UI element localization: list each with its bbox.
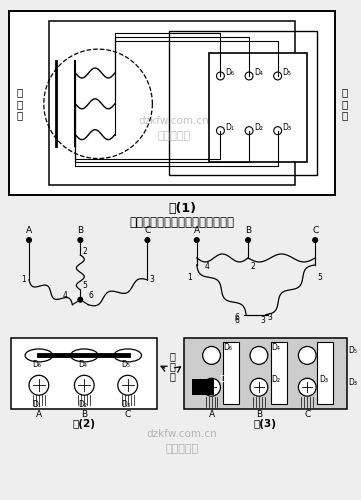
Circle shape xyxy=(145,238,150,242)
Text: B: B xyxy=(81,410,87,419)
Text: 图(1): 图(1) xyxy=(168,202,196,214)
Circle shape xyxy=(274,126,282,134)
Text: 3: 3 xyxy=(261,316,266,324)
Text: A: A xyxy=(194,226,200,235)
Text: D₅: D₅ xyxy=(349,346,358,356)
Text: A: A xyxy=(36,410,42,419)
Text: D₆: D₆ xyxy=(225,68,234,78)
Circle shape xyxy=(250,378,268,396)
Text: 3: 3 xyxy=(268,312,273,322)
Bar xyxy=(184,338,347,409)
Ellipse shape xyxy=(25,349,53,362)
Circle shape xyxy=(245,126,253,134)
Circle shape xyxy=(217,72,225,80)
Circle shape xyxy=(250,346,268,364)
Text: C: C xyxy=(144,226,151,235)
Bar xyxy=(49,22,295,186)
Ellipse shape xyxy=(114,349,142,362)
Text: 三相异步电动机接线图及接线方式: 三相异步电动机接线图及接线方式 xyxy=(130,216,234,228)
Circle shape xyxy=(194,238,199,242)
Text: 5: 5 xyxy=(82,281,87,290)
Bar xyxy=(209,53,307,162)
Text: 板: 板 xyxy=(169,372,175,382)
Circle shape xyxy=(299,378,316,396)
Text: D₁: D₁ xyxy=(225,123,234,132)
Text: B: B xyxy=(245,226,251,235)
Text: 4: 4 xyxy=(205,262,209,271)
Ellipse shape xyxy=(70,349,98,362)
Circle shape xyxy=(118,376,138,395)
Text: D₄: D₄ xyxy=(271,344,280,352)
Text: 图(2): 图(2) xyxy=(73,419,96,429)
Text: D₆: D₆ xyxy=(223,344,232,352)
Text: B: B xyxy=(256,410,262,419)
Circle shape xyxy=(203,378,221,396)
Circle shape xyxy=(274,72,282,80)
Bar xyxy=(169,31,317,176)
Circle shape xyxy=(29,376,49,395)
Bar xyxy=(192,380,213,395)
Text: dzkfw.com.cn: dzkfw.com.cn xyxy=(147,429,217,439)
Text: 线: 线 xyxy=(169,362,175,372)
Circle shape xyxy=(74,376,94,395)
Text: 2: 2 xyxy=(250,262,255,271)
Text: 1: 1 xyxy=(21,275,26,284)
Text: D₂: D₂ xyxy=(78,400,87,409)
Bar xyxy=(317,342,333,404)
Text: D₁: D₁ xyxy=(32,400,42,409)
Text: 电子开发网: 电子开发网 xyxy=(165,444,199,454)
Text: C: C xyxy=(312,226,318,235)
Text: 电子开发网: 电子开发网 xyxy=(157,130,191,140)
Text: 6: 6 xyxy=(88,290,93,300)
Text: 接
线
板: 接 线 板 xyxy=(342,87,348,120)
Bar xyxy=(11,338,157,409)
Text: 2: 2 xyxy=(82,247,87,256)
Text: C: C xyxy=(304,410,310,419)
Text: D₃: D₃ xyxy=(319,376,328,384)
Text: 5: 5 xyxy=(317,273,322,282)
Bar xyxy=(271,342,287,404)
Circle shape xyxy=(313,238,318,242)
Text: D₅: D₅ xyxy=(283,68,292,78)
Circle shape xyxy=(245,72,253,80)
Text: dzkfw.com.cn: dzkfw.com.cn xyxy=(139,116,209,126)
Text: 1: 1 xyxy=(187,273,192,282)
Text: D₂: D₂ xyxy=(254,123,263,132)
Text: 4: 4 xyxy=(62,290,68,300)
Circle shape xyxy=(78,238,83,242)
Text: D₃: D₃ xyxy=(121,400,130,409)
Bar xyxy=(9,12,335,196)
Text: 电
动
机: 电 动 机 xyxy=(16,87,22,120)
Text: D₄: D₄ xyxy=(78,360,87,370)
Text: D₁: D₁ xyxy=(219,376,228,384)
Circle shape xyxy=(203,346,221,364)
Text: 6: 6 xyxy=(234,312,239,322)
Circle shape xyxy=(245,238,251,242)
Text: 6: 6 xyxy=(234,316,239,324)
Text: D₃: D₃ xyxy=(349,378,358,387)
Text: D₂: D₂ xyxy=(271,376,280,384)
Text: D₅: D₅ xyxy=(121,360,130,370)
Circle shape xyxy=(217,126,225,134)
Text: D₆: D₆ xyxy=(32,360,42,370)
Text: 3: 3 xyxy=(149,275,154,284)
Text: 图(3): 图(3) xyxy=(254,419,277,429)
Text: D₃: D₃ xyxy=(283,123,292,132)
Text: D₄: D₄ xyxy=(254,68,263,78)
Text: C: C xyxy=(125,410,131,419)
Circle shape xyxy=(78,297,83,302)
Text: A: A xyxy=(26,226,32,235)
Text: B: B xyxy=(77,226,83,235)
Text: 接: 接 xyxy=(169,352,175,362)
Circle shape xyxy=(27,238,31,242)
Circle shape xyxy=(299,346,316,364)
Text: A: A xyxy=(209,410,215,419)
Bar xyxy=(223,342,239,404)
